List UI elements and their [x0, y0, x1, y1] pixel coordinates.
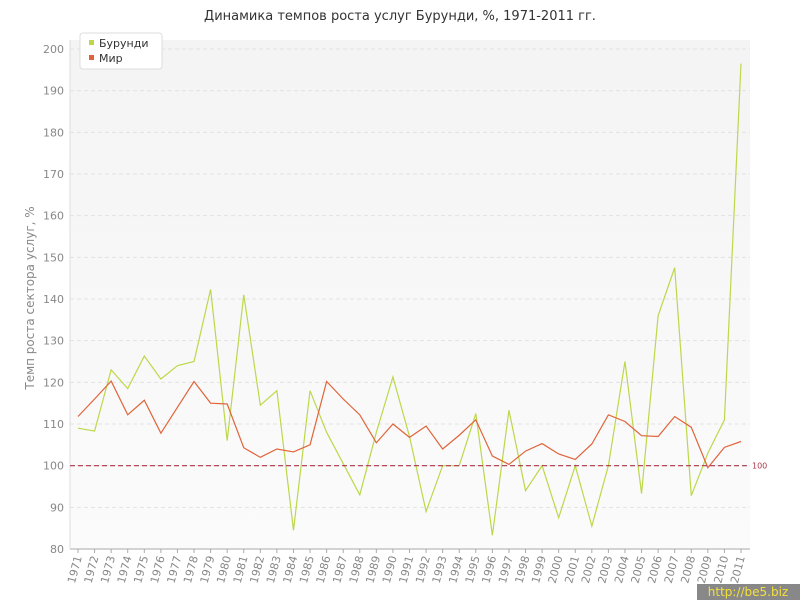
y-tick-label: 150	[43, 251, 64, 264]
y-tick-label: 80	[50, 543, 64, 556]
watermark: http://be5.biz	[708, 585, 788, 599]
x-tick-label: 2011	[728, 554, 748, 584]
legend-box	[79, 32, 163, 70]
reference-label: 100	[752, 462, 767, 471]
y-tick-label: 160	[43, 210, 64, 223]
chart-title: Динамика темпов роста услуг Бурунди, %, …	[204, 9, 596, 24]
series-line	[77, 380, 742, 469]
y-tick-label: 170	[43, 168, 64, 181]
plot-area	[70, 40, 750, 549]
watermark-bg	[697, 584, 800, 600]
y-tick-label: 130	[43, 335, 64, 348]
series-line	[77, 63, 742, 536]
legend-swatch	[89, 40, 94, 45]
y-tick-label: 200	[43, 43, 64, 56]
legend-label: Мир	[99, 52, 123, 65]
y-tick-label: 90	[50, 501, 64, 514]
legend-swatch	[89, 55, 94, 60]
legend-label: Бурунди	[99, 37, 149, 50]
y-tick-label: 190	[43, 85, 64, 98]
y-axis-label: Темп роста сектора услуг, %	[23, 206, 37, 390]
y-tick-label: 100	[43, 460, 64, 473]
y-tick-label: 110	[43, 418, 64, 431]
y-tick-label: 180	[43, 126, 64, 139]
y-tick-label: 120	[43, 376, 64, 389]
y-tick-label: 140	[43, 293, 64, 306]
